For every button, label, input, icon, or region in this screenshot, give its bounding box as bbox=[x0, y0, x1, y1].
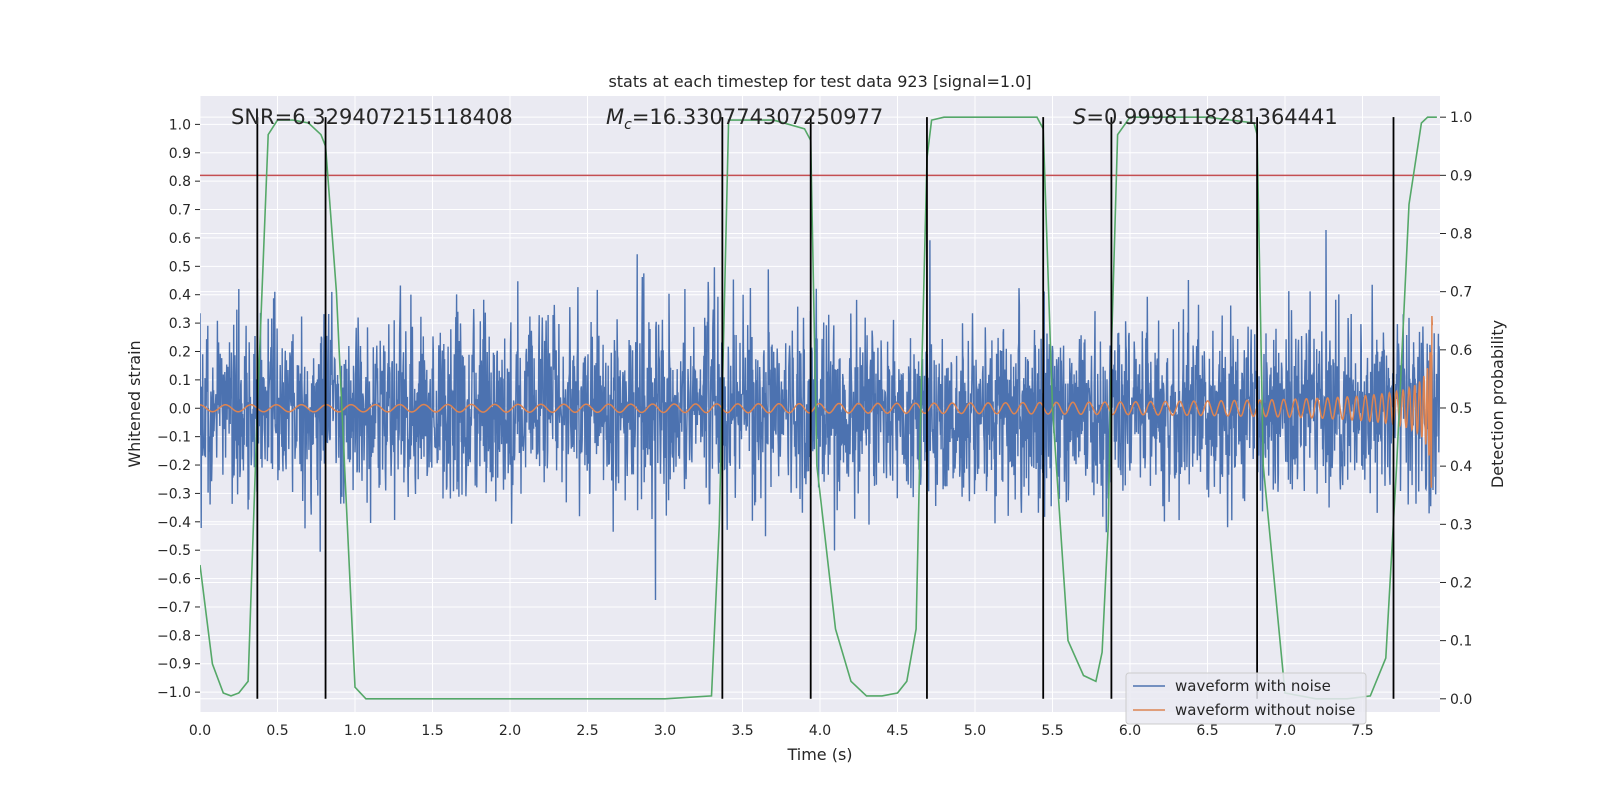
y-axis-label: Whitened strain bbox=[125, 340, 144, 467]
x-axis-ticks: 0.0 0.5 1.0 1.5 2.0 2.5 3.0 3.5 4.0 4.5 5.0 5.5 6.0 6… bbox=[189, 723, 1374, 739]
y2-tick-label-4: 0.6 bbox=[1450, 343, 1472, 359]
x-tick-label-14: 7.0 bbox=[1274, 723, 1296, 739]
series-detection-probability bbox=[200, 116, 1437, 700]
y-tick-label-20: −1.0 bbox=[157, 685, 191, 701]
y-tick-label-1: 0.9 bbox=[169, 146, 191, 162]
x-tick-label-1: 0.5 bbox=[266, 723, 288, 739]
y-tick-label-11: −0.1 bbox=[157, 430, 191, 446]
y2-tick-label-10: 0.0 bbox=[1450, 692, 1472, 708]
legend: waveform with noise waveform without noi… bbox=[1125, 672, 1367, 725]
annotation-chirp-mass-value: =16.330774307250977 bbox=[632, 105, 883, 129]
y-tick-label-12: −0.2 bbox=[157, 458, 191, 474]
x-tick-label-0: 0.0 bbox=[189, 723, 211, 739]
y-tick-label-4: 0.6 bbox=[169, 231, 191, 247]
y-tick-label-14: −0.4 bbox=[157, 515, 191, 531]
annotation-chirp-mass: Mc=16.330774307250977 bbox=[606, 105, 883, 133]
y-tick-label-0: 1.0 bbox=[169, 117, 191, 133]
x-tick-label-4: 2.0 bbox=[499, 723, 521, 739]
y-tick-label-2: 0.8 bbox=[169, 174, 191, 190]
y-tick-label-9: 0.1 bbox=[169, 373, 191, 389]
series-waveform-with-noise bbox=[200, 229, 1440, 601]
x-tick-label-3: 1.5 bbox=[421, 723, 443, 739]
x-tick-label-15: 7.5 bbox=[1351, 723, 1373, 739]
legend-label-noise: waveform with noise bbox=[1175, 677, 1331, 695]
annotation-s-symbol: S bbox=[1073, 105, 1086, 129]
y2-tick-label-2: 0.8 bbox=[1450, 226, 1472, 242]
y-tick-label-3: 0.7 bbox=[169, 203, 191, 219]
y2-tick-label-8: 0.2 bbox=[1450, 575, 1472, 591]
y2-tick-label-3: 0.7 bbox=[1450, 285, 1472, 301]
y2-tick-label-7: 0.3 bbox=[1450, 517, 1472, 533]
y-tick-label-7: 0.3 bbox=[169, 316, 191, 332]
x-tick-label-8: 4.0 bbox=[809, 723, 831, 739]
y2-axis-ticks: 1.0 0.9 0.8 0.7 0.6 0.5 0.4 0.3 0.2 0.1 0.0 bbox=[1440, 110, 1472, 708]
detection-markers bbox=[256, 117, 1395, 699]
y2-tick-label-9: 0.1 bbox=[1450, 634, 1472, 650]
y-tick-label-18: −0.8 bbox=[157, 628, 191, 644]
annotation-snr: SNR=6.329407215118408 bbox=[231, 105, 513, 129]
x-tick-label-12: 6.0 bbox=[1119, 723, 1141, 739]
x-tick-label-2: 1.0 bbox=[344, 723, 366, 739]
y2-tick-label-1: 0.9 bbox=[1450, 168, 1472, 184]
x-axis-label: Time (s) bbox=[786, 745, 852, 764]
y-tick-label-19: −0.9 bbox=[157, 657, 191, 673]
x-tick-label-10: 5.0 bbox=[964, 723, 986, 739]
y-axis-ticks: 1.0 0.9 0.8 0.7 0.6 0.5 0.4 0.3 0.2 0.1 0.0 −0.1 −0.… bbox=[157, 117, 200, 701]
y2-tick-label-0: 1.0 bbox=[1450, 110, 1472, 126]
y-tick-label-17: −0.7 bbox=[157, 600, 191, 616]
x-tick-label-7: 3.5 bbox=[731, 723, 753, 739]
legend-label-clean: waveform without noise bbox=[1175, 701, 1355, 719]
x-tick-label-11: 5.5 bbox=[1041, 723, 1063, 739]
x-tick-label-6: 3.0 bbox=[654, 723, 676, 739]
y-tick-label-16: −0.6 bbox=[157, 572, 191, 588]
x-tick-label-13: 6.5 bbox=[1196, 723, 1218, 739]
y-tick-label-6: 0.4 bbox=[169, 288, 191, 304]
y2-tick-label-5: 0.5 bbox=[1450, 401, 1472, 417]
annotation-s: S=0.9998118281364441 bbox=[1073, 105, 1338, 129]
y-tick-label-13: −0.3 bbox=[157, 486, 191, 502]
y-tick-label-5: 0.5 bbox=[169, 259, 191, 275]
y-tick-label-8: 0.2 bbox=[169, 344, 191, 360]
annotation-chirp-mass-symbol: M bbox=[606, 105, 624, 129]
y2-axis-label: Detection probability bbox=[1488, 320, 1507, 488]
annotation-s-value: =0.9998118281364441 bbox=[1086, 105, 1337, 129]
chart-title: stats at each timestep for test data 923… bbox=[608, 72, 1031, 91]
x-tick-label-5: 2.5 bbox=[576, 723, 598, 739]
annotation-chirp-mass-subscript: c bbox=[624, 117, 632, 133]
x-tick-label-9: 4.5 bbox=[886, 723, 908, 739]
y-tick-label-10: 0.0 bbox=[169, 401, 191, 417]
y-tick-label-15: −0.5 bbox=[157, 543, 191, 559]
legend-box bbox=[1125, 672, 1367, 725]
y2-tick-label-6: 0.4 bbox=[1450, 459, 1472, 475]
